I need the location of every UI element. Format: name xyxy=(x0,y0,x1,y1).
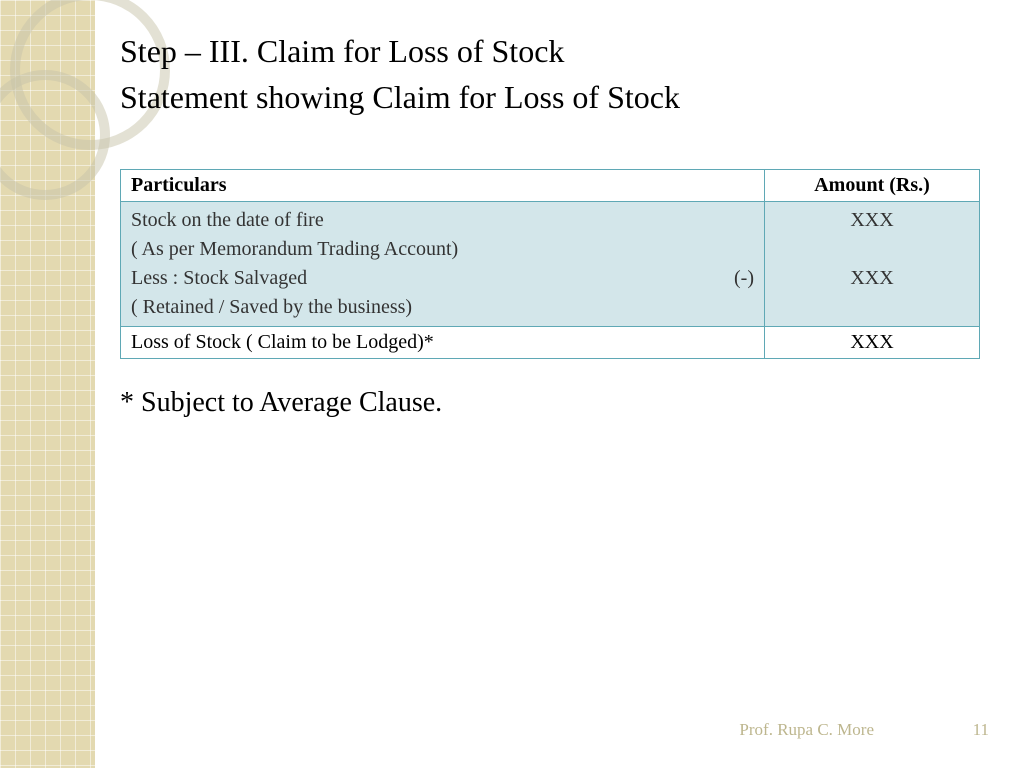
col-header-amount: Amount (Rs.) xyxy=(765,169,980,201)
heading-line-1: Step – III. Claim for Loss of Stock xyxy=(120,28,990,74)
line-retained: ( Retained / Saved by the business) xyxy=(131,293,754,322)
loss-of-stock-amount: XXX xyxy=(765,326,980,358)
loss-of-stock-label: Loss of Stock ( Claim to be Lodged)* xyxy=(121,326,765,358)
footer-author: Prof. Rupa C. More xyxy=(739,720,874,740)
claim-table: Particulars Amount (Rs.) Stock on the da… xyxy=(120,169,980,359)
table-row: Loss of Stock ( Claim to be Lodged)* XXX xyxy=(121,326,980,358)
table-header-row: Particulars Amount (Rs.) xyxy=(121,169,980,201)
line-less-salvaged: Less : Stock Salvaged xyxy=(131,264,307,293)
line-memorandum: ( As per Memorandum Trading Account) xyxy=(131,235,754,264)
footnote: * Subject to Average Clause. xyxy=(120,387,990,419)
particulars-cell: Stock on the date of fire ( As per Memor… xyxy=(121,201,765,326)
table-row: Stock on the date of fire ( As per Memor… xyxy=(121,201,980,326)
slide-content: Step – III. Claim for Loss of Stock Stat… xyxy=(120,28,990,419)
amount-value: XXX xyxy=(775,264,969,293)
amount-value: XXX xyxy=(775,206,969,235)
line-stock-on-date: Stock on the date of fire xyxy=(131,206,754,235)
col-header-particulars: Particulars xyxy=(121,169,765,201)
heading-line-2: Statement showing Claim for Loss of Stoc… xyxy=(120,74,990,120)
minus-indicator: (-) xyxy=(734,264,754,293)
footer-page-number: 11 xyxy=(973,720,989,740)
amount-cell: XXX XXX xyxy=(765,201,980,326)
